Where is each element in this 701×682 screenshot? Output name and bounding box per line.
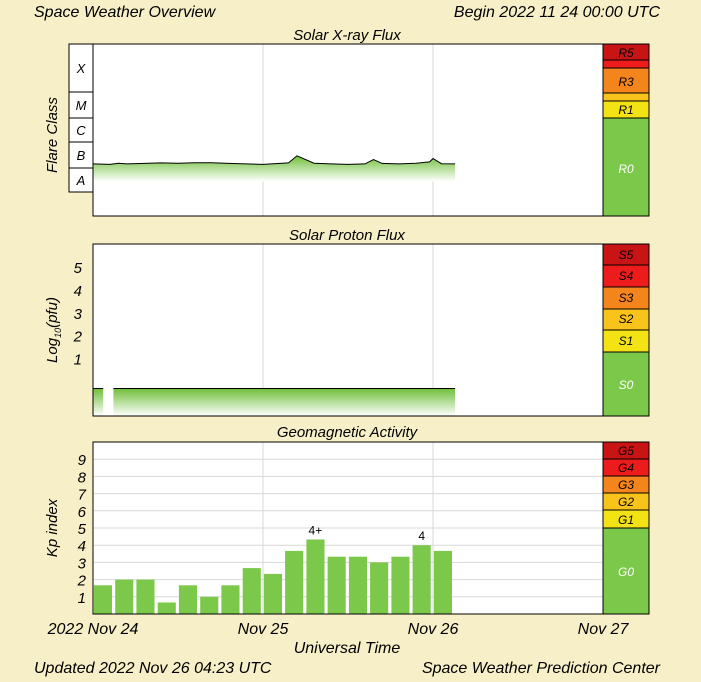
g-scale: G5 G4 G3 G2 G1 G0 (602, 441, 650, 615)
r-scale-box (602, 92, 650, 102)
footer-center: Space Weather Prediction Center (422, 660, 661, 677)
proton-y-tick-label: 4 (74, 283, 82, 300)
proton-flux-fill (93, 388, 104, 416)
g-scale-box (602, 527, 650, 615)
flare-class-boxes: X M C B A (68, 43, 94, 193)
r-scale-box (602, 59, 650, 69)
proton-y-tick-label: 1 (74, 352, 82, 369)
proton-y-tick-label: 3 (74, 306, 83, 323)
r-scale: R5 R3 R1 R0 (602, 43, 650, 217)
header-title: Space Weather Overview (34, 4, 217, 21)
kp-title: Geomagnetic Activity (277, 424, 419, 441)
kp-y-tick-label: 8 (78, 469, 87, 486)
g-scale-label: G0 (618, 565, 634, 579)
kp-ylabel: Kp index (44, 498, 61, 557)
xray-ylabel: Flare Class (44, 97, 61, 173)
r-scale-label: R0 (618, 162, 634, 176)
kp-bar (412, 545, 431, 614)
kp-bar (306, 539, 325, 614)
kp-bar (433, 550, 452, 614)
flare-box-b (68, 141, 94, 169)
s-scale-box (602, 351, 650, 417)
x-tick-label: Nov 26 (408, 621, 459, 638)
header-begin: Begin 2022 11 24 00:00 UTC (454, 4, 661, 21)
flare-class-label: B (77, 148, 86, 163)
kp-y-tick-label: 3 (78, 555, 87, 572)
kp-bar-label: 4 (418, 529, 425, 543)
flare-class-label: C (76, 123, 86, 138)
g-scale-label: G2 (618, 495, 634, 509)
proton-panel: 1 2 3 4 5 Log10(pfu) S5 S4 S3 S2 S1 S0 (44, 243, 650, 417)
proton-y-tick-label: 5 (74, 260, 83, 277)
proton-y-ticks: 1 2 3 4 5 (73, 260, 83, 369)
kp-y-tick-label: 4 (78, 538, 86, 555)
s-scale: S5 S4 S3 S2 S1 S0 (602, 243, 650, 417)
s-scale-label: S2 (619, 312, 634, 326)
r-scale-label: R1 (618, 103, 633, 117)
xray-title: Solar X-ray Flux (293, 27, 401, 44)
kp-bar (157, 602, 176, 614)
xray-flux-line (92, 155, 456, 165)
kp-bar (370, 562, 389, 614)
kp-y-tick-label: 6 (78, 504, 87, 521)
kp-bar (178, 585, 197, 614)
kp-bar (327, 556, 346, 614)
kp-bars: 4+ 4 (93, 524, 452, 614)
flare-class-label: M (76, 98, 87, 113)
r-scale-label: R5 (618, 46, 634, 60)
kp-grid (93, 442, 603, 614)
x-axis-label: Universal Time (294, 640, 401, 657)
x-tick-label: Nov 25 (238, 621, 289, 638)
s-scale-label: S3 (619, 291, 634, 305)
kp-bar (263, 573, 282, 614)
kp-bar (115, 579, 134, 614)
kp-y-tick-label: 9 (78, 452, 87, 469)
xray-plot-area (93, 44, 603, 216)
g-scale-label: G3 (618, 478, 634, 492)
kp-bar (242, 568, 261, 614)
s-scale-label: S5 (619, 248, 634, 262)
proton-title: Solar Proton Flux (289, 227, 405, 244)
kp-bar (391, 556, 410, 614)
xray-flux-fill (93, 155, 456, 182)
x-tick-label: 2022 Nov 24 (47, 621, 139, 638)
proton-data-area (93, 388, 456, 416)
kp-y-tick-label: 7 (78, 487, 87, 504)
g-scale-label: G1 (618, 513, 634, 527)
kp-y-tick-label: 2 (77, 573, 87, 590)
g-scale-label: G5 (618, 444, 634, 458)
kp-bar (200, 596, 219, 614)
kp-bar (221, 585, 240, 614)
flare-box-x (68, 43, 94, 93)
proton-plot-area (93, 244, 603, 416)
proton-ylabel: Log10(pfu) (44, 297, 63, 363)
s-scale-label: S0 (619, 378, 634, 392)
g-scale-label: G4 (618, 461, 634, 475)
s-scale-label: S1 (619, 334, 634, 348)
r-scale-label: R3 (618, 75, 634, 89)
kp-bar (136, 579, 155, 614)
kp-bar (93, 585, 112, 614)
kp-bar (285, 550, 304, 614)
proton-y-tick-label: 2 (73, 329, 83, 346)
flare-class-label: A (76, 173, 86, 188)
kp-bar-label: 4+ (309, 524, 323, 538)
kp-y-tick-label: 5 (78, 521, 87, 538)
r-scale-box (602, 67, 650, 94)
flare-class-label: X (76, 61, 87, 76)
s-scale-label: S4 (619, 269, 634, 283)
kp-bar (348, 556, 367, 614)
kp-y-tick-label: 1 (78, 590, 86, 607)
proton-flux-fill (113, 388, 456, 416)
xray-data-area (92, 155, 456, 182)
xray-panel: X M C B A Flare Class R5 R3 R1 R0 (44, 43, 650, 217)
flare-box-a (68, 167, 94, 193)
r-scale-box (602, 117, 650, 217)
footer-updated: Updated 2022 Nov 26 04:23 UTC (34, 660, 272, 677)
x-tick-label: Nov 27 (578, 621, 630, 638)
